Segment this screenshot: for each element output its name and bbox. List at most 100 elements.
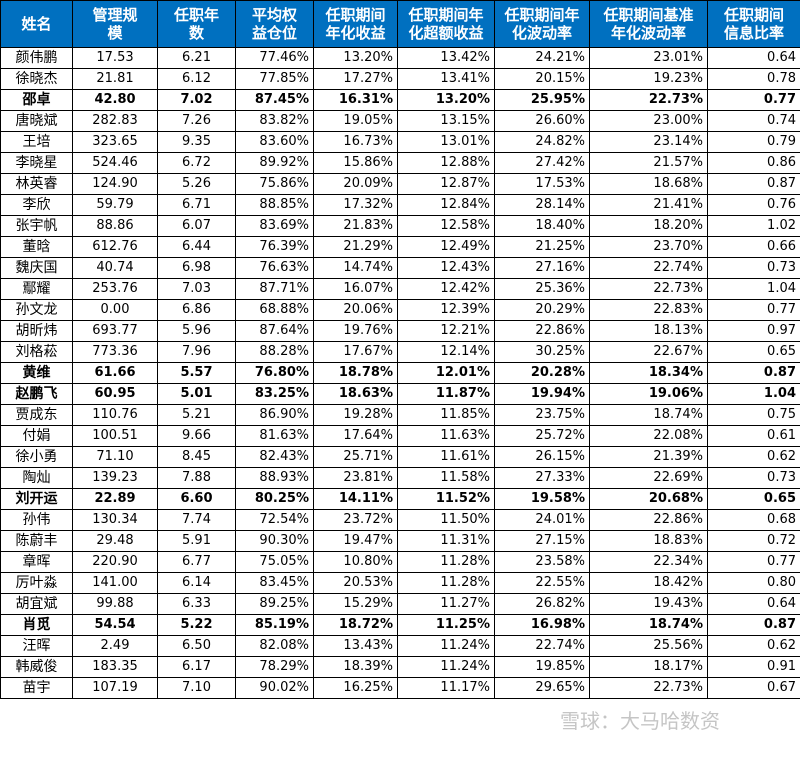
cell-annualized-return: 16.07%: [313, 278, 398, 300]
cell-tenure-years: 7.03: [157, 278, 236, 300]
cell-information-ratio: 1.04: [707, 278, 800, 300]
table-row: 魏庆国 40.74 6.98 76.63% 14.74% 12.43% 27.16% 22.7…: [0, 257, 800, 279]
header-aum: 管理规 模: [72, 0, 158, 48]
header-information-ratio: 任职期间 信息比率: [707, 0, 800, 48]
cell-annualized-excess-return: 12.14%: [397, 341, 495, 363]
cell-annualized-excess-return: 12.84%: [397, 194, 495, 216]
cell-name: 胡昕炜: [0, 320, 73, 342]
cell-aum: 29.48: [72, 530, 158, 552]
cell-annualized-volatility: 27.15%: [494, 530, 590, 552]
cell-avg-equity-position: 90.30%: [235, 530, 314, 552]
cell-name: 唐晓斌: [0, 110, 73, 132]
cell-annualized-volatility: 22.55%: [494, 572, 590, 594]
cell-avg-equity-position: 88.93%: [235, 467, 314, 489]
cell-annualized-volatility: 27.16%: [494, 257, 590, 279]
cell-aum: 54.54: [72, 614, 158, 636]
cell-avg-equity-position: 83.45%: [235, 572, 314, 594]
cell-annualized-volatility: 23.58%: [494, 551, 590, 573]
cell-annualized-volatility: 22.86%: [494, 320, 590, 342]
cell-benchmark-volatility: 21.41%: [589, 194, 708, 216]
cell-annualized-return: 14.11%: [313, 488, 398, 510]
cell-tenure-years: 6.71: [157, 194, 236, 216]
cell-annualized-return: 15.29%: [313, 593, 398, 615]
cell-annualized-return: 16.73%: [313, 131, 398, 153]
cell-annualized-volatility: 21.25%: [494, 236, 590, 258]
cell-aum: 183.35: [72, 656, 158, 678]
cell-annualized-volatility: 17.53%: [494, 173, 590, 195]
cell-avg-equity-position: 75.05%: [235, 551, 314, 573]
cell-annualized-volatility: 23.75%: [494, 404, 590, 426]
cell-information-ratio: 0.62: [707, 635, 800, 657]
cell-information-ratio: 0.77: [707, 89, 800, 111]
cell-aum: 141.00: [72, 572, 158, 594]
cell-aum: 253.76: [72, 278, 158, 300]
cell-avg-equity-position: 77.46%: [235, 47, 314, 69]
cell-tenure-years: 6.86: [157, 299, 236, 321]
cell-aum: 22.89: [72, 488, 158, 510]
cell-avg-equity-position: 83.69%: [235, 215, 314, 237]
cell-avg-equity-position: 83.82%: [235, 110, 314, 132]
cell-information-ratio: 0.75: [707, 404, 800, 426]
cell-information-ratio: 0.76: [707, 194, 800, 216]
cell-tenure-years: 6.21: [157, 47, 236, 69]
cell-annualized-excess-return: 11.52%: [397, 488, 495, 510]
cell-annualized-excess-return: 11.17%: [397, 677, 495, 699]
cell-annualized-excess-return: 11.27%: [397, 593, 495, 615]
table-row: 汪晖 2.49 6.50 82.08% 13.43% 11.24% 22.74% 25.56%…: [0, 635, 800, 657]
cell-annualized-return: 17.27%: [313, 68, 398, 90]
table-row: 鄢耀 253.76 7.03 87.71% 16.07% 12.42% 25.36% 22.7…: [0, 278, 800, 300]
cell-annualized-volatility: 19.85%: [494, 656, 590, 678]
cell-annualized-excess-return: 11.63%: [397, 425, 495, 447]
cell-annualized-return: 18.72%: [313, 614, 398, 636]
cell-annualized-excess-return: 12.39%: [397, 299, 495, 321]
cell-information-ratio: 0.80: [707, 572, 800, 594]
cell-annualized-excess-return: 11.25%: [397, 614, 495, 636]
cell-name: 胡宜斌: [0, 593, 73, 615]
cell-annualized-return: 10.80%: [313, 551, 398, 573]
cell-annualized-volatility: 20.28%: [494, 362, 590, 384]
cell-information-ratio: 0.87: [707, 173, 800, 195]
cell-annualized-return: 19.47%: [313, 530, 398, 552]
header-annualized-return: 任职期间 年化收益: [313, 0, 398, 48]
cell-annualized-excess-return: 12.01%: [397, 362, 495, 384]
cell-name: 赵鹏飞: [0, 383, 73, 405]
cell-name: 颜伟鹏: [0, 47, 73, 69]
cell-annualized-return: 18.63%: [313, 383, 398, 405]
table-row: 黄维 61.66 5.57 76.80% 18.78% 12.01% 20.28% 18.34…: [0, 362, 800, 384]
cell-avg-equity-position: 82.43%: [235, 446, 314, 468]
cell-annualized-volatility: 24.82%: [494, 131, 590, 153]
cell-tenure-years: 5.26: [157, 173, 236, 195]
header-annualized-excess-return: 任职期间年 化超额收益: [397, 0, 495, 48]
cell-information-ratio: 0.68: [707, 509, 800, 531]
cell-aum: 0.00: [72, 299, 158, 321]
cell-tenure-years: 5.91: [157, 530, 236, 552]
cell-benchmark-volatility: 19.23%: [589, 68, 708, 90]
table-row: 赵鹏飞 60.95 5.01 83.25% 18.63% 11.87% 19.94% 19.0…: [0, 383, 800, 405]
cell-annualized-excess-return: 13.41%: [397, 68, 495, 90]
cell-name: 厉叶淼: [0, 572, 73, 594]
cell-tenure-years: 5.21: [157, 404, 236, 426]
cell-aum: 21.81: [72, 68, 158, 90]
table-row: 李欣 59.79 6.71 88.85% 17.32% 12.84% 28.14% 21.41…: [0, 194, 800, 216]
cell-tenure-years: 7.02: [157, 89, 236, 111]
table-row: 陶灿 139.23 7.88 88.93% 23.81% 11.58% 27.33% 22.6…: [0, 467, 800, 489]
cell-annualized-return: 16.31%: [313, 89, 398, 111]
cell-name: 李晓星: [0, 152, 73, 174]
cell-benchmark-volatility: 18.17%: [589, 656, 708, 678]
cell-name: 孙文龙: [0, 299, 73, 321]
cell-tenure-years: 7.96: [157, 341, 236, 363]
cell-annualized-excess-return: 13.01%: [397, 131, 495, 153]
cell-avg-equity-position: 82.08%: [235, 635, 314, 657]
cell-name: 陈蔚丰: [0, 530, 73, 552]
table-row: 孙文龙 0.00 6.86 68.88% 20.06% 12.39% 20.29% 22.83…: [0, 299, 800, 321]
cell-annualized-volatility: 29.65%: [494, 677, 590, 699]
cell-aum: 99.88: [72, 593, 158, 615]
cell-annualized-volatility: 24.21%: [494, 47, 590, 69]
cell-information-ratio: 0.66: [707, 236, 800, 258]
cell-avg-equity-position: 87.64%: [235, 320, 314, 342]
cell-annualized-return: 21.83%: [313, 215, 398, 237]
cell-annualized-volatility: 25.72%: [494, 425, 590, 447]
cell-benchmark-volatility: 18.13%: [589, 320, 708, 342]
cell-aum: 71.10: [72, 446, 158, 468]
cell-name: 邵卓: [0, 89, 73, 111]
